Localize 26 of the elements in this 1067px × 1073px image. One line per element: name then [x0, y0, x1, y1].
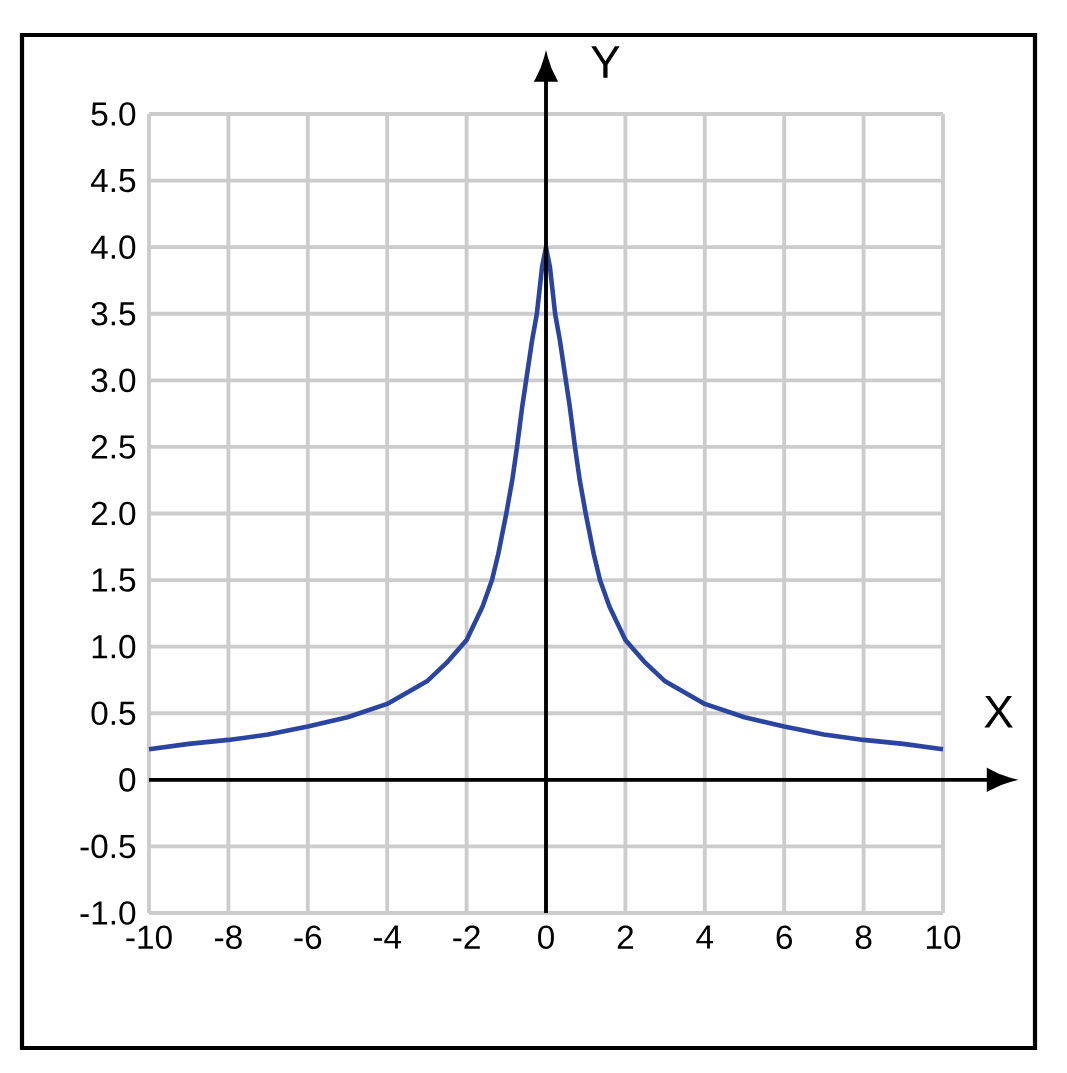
y-tick-label: 1.0 — [92, 634, 136, 659]
y-axis-title: Y — [591, 46, 620, 78]
x-tick-label: -4 — [373, 925, 402, 949]
y-tick-label: 1.5 — [92, 568, 136, 592]
x-tick-label: 0 — [538, 925, 554, 950]
x-tick-label: -6 — [294, 925, 322, 950]
x-tick-label: 4 — [696, 925, 714, 949]
y-tick-label: 3.0 — [91, 368, 136, 393]
y-tick-label: 0.5 — [91, 701, 136, 726]
x-tick-label: 8 — [855, 925, 872, 950]
x-tick-label: 10 — [926, 925, 961, 950]
y-tick-label: 3.5 — [91, 301, 136, 326]
x-tick-label: -10 — [126, 925, 172, 950]
y-tick-label: 4.0 — [90, 235, 136, 259]
y-tick-label: 4.5 — [90, 168, 136, 193]
x-tick-label: 2 — [617, 925, 634, 949]
x-tick-label: -8 — [215, 925, 242, 950]
y-tick-label: -0.5 — [80, 834, 136, 859]
y-tick-label: 5.0 — [91, 102, 136, 126]
y-tick-label: -1.0 — [80, 901, 136, 925]
y-tick-label: 2.0 — [91, 501, 136, 526]
x-tick-label: 6 — [776, 925, 792, 950]
x-axis-title: X — [984, 696, 1013, 728]
y-tick-label: 0 — [119, 768, 136, 792]
y-tick-label: 2.5 — [91, 435, 136, 459]
x-tick-label: -2 — [453, 925, 480, 949]
